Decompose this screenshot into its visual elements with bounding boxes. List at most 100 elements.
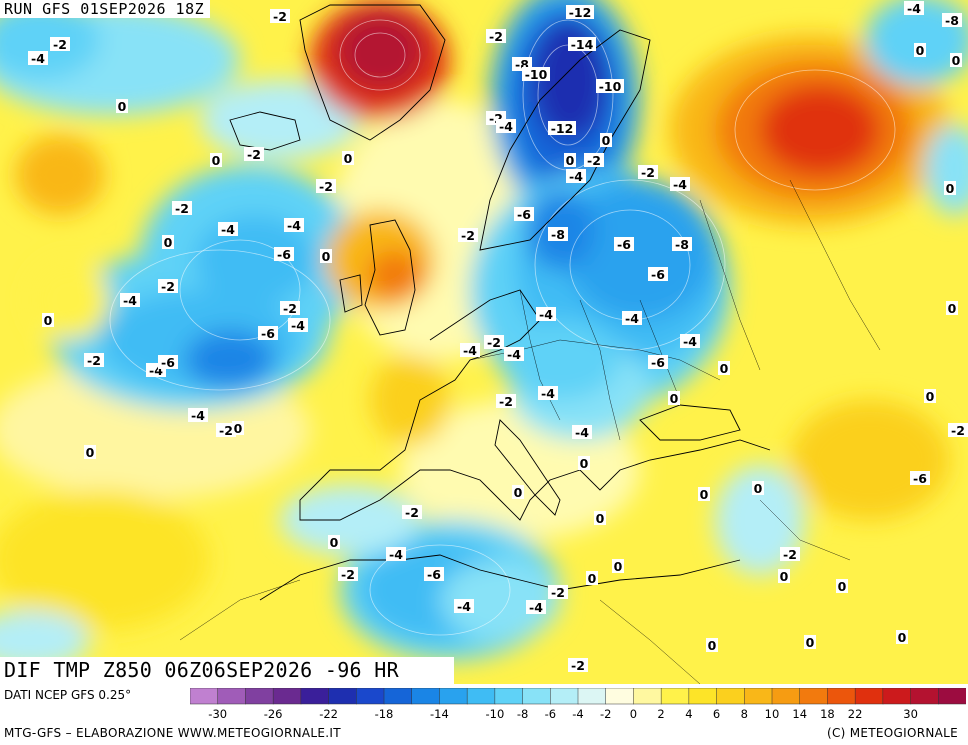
contour-label: -2 bbox=[280, 301, 300, 316]
contour-label-bg bbox=[188, 408, 208, 422]
color-swatch bbox=[827, 688, 856, 705]
contour-label-text: -4 bbox=[529, 600, 543, 615]
contour-label: 0 bbox=[42, 313, 54, 328]
contour-label-text: -2 bbox=[641, 165, 655, 180]
color-swatch bbox=[633, 688, 662, 705]
color-scale-tick-label: -18 bbox=[375, 707, 394, 720]
contour-label-bg bbox=[698, 487, 710, 501]
contour-label-text: 0 bbox=[838, 579, 847, 594]
contour-label-bg bbox=[28, 51, 48, 65]
contour-label-bg bbox=[718, 361, 730, 375]
contour-label-text: -4 bbox=[221, 222, 235, 237]
contour-label: -4 bbox=[288, 318, 308, 333]
contour-label-text: -6 bbox=[617, 237, 631, 252]
contour-label-text: 0 bbox=[952, 53, 961, 68]
color-swatch bbox=[272, 688, 302, 705]
contour-label-bg bbox=[84, 445, 96, 459]
contour-label-text: -6 bbox=[651, 355, 665, 370]
contour-label: 0 bbox=[232, 421, 244, 436]
contour-label: -12 bbox=[566, 5, 594, 20]
contour-label-bg bbox=[270, 9, 290, 23]
contour-label-text: -2 bbox=[175, 201, 189, 216]
contour-label: 0 bbox=[924, 389, 936, 404]
contour-label: 0 bbox=[586, 571, 598, 586]
contour-label-text: 0 bbox=[514, 485, 523, 500]
contour-label-text: -4 bbox=[683, 334, 697, 349]
contour-label-text: -2 bbox=[587, 153, 601, 168]
contour-label: -2 bbox=[84, 353, 104, 368]
contour-label-bg bbox=[158, 355, 178, 369]
contour-label-text: 0 bbox=[948, 301, 957, 316]
contour-label: -4 bbox=[538, 386, 558, 401]
color-scale-tick-label: -30 bbox=[208, 707, 227, 720]
contour-label-text: -2 bbox=[219, 423, 233, 438]
color-swatch bbox=[910, 688, 939, 705]
contour-label-text: 0 bbox=[86, 445, 95, 460]
contour-label-bg bbox=[522, 67, 550, 81]
color-swatch bbox=[522, 688, 551, 705]
contour-label-text: -4 bbox=[499, 119, 513, 134]
color-swatch bbox=[771, 688, 801, 705]
contour-label: 0 bbox=[896, 630, 908, 645]
contour-label-text: -4 bbox=[569, 169, 583, 184]
color-swatch bbox=[190, 688, 219, 705]
contour-label: 0 bbox=[600, 133, 612, 148]
contour-label: 0 bbox=[944, 181, 956, 196]
contour-label-bg bbox=[458, 228, 478, 242]
contour-label: 0 bbox=[804, 635, 816, 650]
contour-label-bg bbox=[338, 567, 358, 581]
contour-label-bg bbox=[564, 153, 576, 167]
contour-label: 0 bbox=[668, 391, 680, 406]
contour-label: -2 bbox=[486, 29, 506, 44]
contour-label: 0 bbox=[594, 511, 606, 526]
contour-label-bg bbox=[578, 456, 590, 470]
contour-label: 0 bbox=[706, 638, 718, 653]
contour-label: -2 bbox=[458, 228, 478, 243]
contour-label-bg bbox=[668, 391, 680, 405]
contour-label-bg bbox=[162, 235, 174, 249]
contour-label-text: -4 bbox=[907, 1, 921, 16]
contour-label-bg bbox=[402, 505, 422, 519]
contour-label: -2 bbox=[216, 423, 236, 438]
contour-label-text: -2 bbox=[161, 279, 175, 294]
contour-label-bg bbox=[538, 386, 558, 400]
contour-label: -4 bbox=[566, 169, 586, 184]
contour-label-text: 0 bbox=[322, 249, 331, 264]
color-scale-swatches bbox=[190, 688, 966, 705]
contour-label: -4 bbox=[680, 334, 700, 349]
contour-label: -6 bbox=[648, 267, 668, 282]
contour-label-text: -6 bbox=[913, 471, 927, 486]
contour-label: 0 bbox=[564, 153, 576, 168]
contour-label-bg bbox=[454, 599, 474, 613]
color-swatch bbox=[744, 688, 773, 705]
contour-label-bg bbox=[258, 326, 278, 340]
color-swatch bbox=[494, 688, 524, 705]
contour-label: -4 bbox=[386, 547, 406, 562]
contour-label-text: -2 bbox=[951, 423, 965, 438]
contour-label-bg bbox=[670, 177, 690, 191]
contour-label: -8 bbox=[548, 227, 568, 242]
contour-label-bg bbox=[218, 222, 238, 236]
contour-label-text: -2 bbox=[283, 301, 297, 316]
color-swatch bbox=[411, 688, 440, 705]
data-source: DATI NCEP GFS 0.25° bbox=[4, 688, 132, 702]
contour-label-bg bbox=[504, 347, 524, 361]
color-swatch bbox=[660, 688, 690, 705]
contour-label-text: -4 bbox=[291, 318, 305, 333]
coastlines bbox=[229, 4, 771, 601]
contour-label-text: -4 bbox=[463, 343, 477, 358]
contour-label-text: -8 bbox=[675, 237, 689, 252]
color-swatch bbox=[466, 688, 496, 705]
contour-label-text: 0 bbox=[212, 153, 221, 168]
contour-label-bg bbox=[514, 207, 534, 221]
contour-label-bg bbox=[948, 423, 968, 437]
contour-label-bg bbox=[896, 630, 908, 644]
contour-label-text: -4 bbox=[191, 408, 205, 423]
contour-label-bg bbox=[42, 313, 54, 327]
contour-label: -2 bbox=[584, 153, 604, 168]
contour-label: -6 bbox=[274, 247, 294, 262]
contour-label: -4 bbox=[622, 311, 642, 326]
contour-label-text: -2 bbox=[489, 29, 503, 44]
contour-label-bg bbox=[526, 600, 546, 614]
contour-label-text: -4 bbox=[31, 51, 45, 66]
